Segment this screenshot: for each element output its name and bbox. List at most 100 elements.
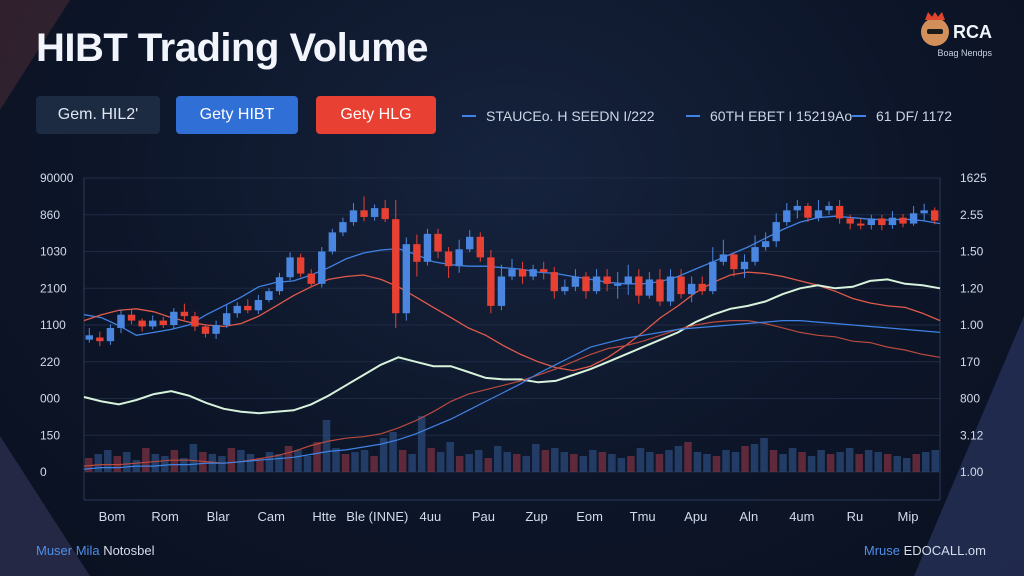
- candle-body: [540, 269, 548, 273]
- page-title: HIBT Trading Volume: [36, 26, 429, 70]
- y-tick-right: 3.12: [960, 428, 984, 442]
- legend-swatch: [686, 115, 700, 117]
- volume-bar: [684, 442, 692, 472]
- gem-button[interactable]: Gem. HIL2': [36, 96, 160, 134]
- candle-body: [613, 283, 622, 286]
- y-tick-left: 2100: [40, 281, 67, 295]
- footer-right: Mruse EDOCALL.om: [864, 543, 986, 558]
- y-tick-left: 860: [40, 208, 60, 222]
- volume-bar: [826, 454, 835, 472]
- brand-mascot-icon: [921, 18, 949, 46]
- candle-body: [413, 244, 421, 262]
- volume-bar: [874, 452, 882, 472]
- volume-bar: [608, 454, 616, 472]
- get-hlg-button[interactable]: Gety HLG: [316, 96, 436, 134]
- candle-body: [508, 269, 516, 277]
- volume-bar: [741, 446, 749, 472]
- candle-body: [265, 291, 273, 301]
- volume-bar: [836, 452, 844, 472]
- corner-decoration-bottom-right: [914, 316, 1024, 576]
- volume-bar: [598, 452, 607, 472]
- volume-bar: [617, 458, 626, 472]
- candle-body: [804, 205, 812, 218]
- candle-body: [814, 210, 823, 218]
- y-tick-right: 1.00: [960, 318, 984, 332]
- corner-decoration-bottom-left: [0, 436, 90, 576]
- trend-line: [83, 320, 941, 470]
- candle-body: [497, 276, 506, 306]
- x-tick-label: 4uu: [420, 509, 442, 524]
- candle-body: [878, 218, 886, 226]
- candle-body: [381, 208, 389, 220]
- candle-body: [444, 251, 453, 267]
- volume-bar: [750, 444, 759, 472]
- volume-bar: [170, 450, 179, 472]
- volume-bar: [798, 452, 806, 472]
- volume-bar: [455, 456, 464, 472]
- candle-body: [106, 327, 115, 342]
- candle-body: [402, 244, 411, 314]
- candle-body: [666, 276, 675, 302]
- volume-bar: [493, 446, 502, 472]
- volume-bar: [817, 450, 825, 472]
- candle-body: [761, 241, 770, 248]
- candle-body: [455, 249, 463, 267]
- candle-body: [170, 311, 178, 325]
- candle-body: [867, 218, 876, 226]
- volume-bar: [674, 446, 683, 472]
- candle-body: [899, 217, 907, 224]
- volume-bar: [893, 456, 901, 472]
- candle-body: [254, 300, 263, 311]
- candle-body: [476, 236, 484, 258]
- candle-body: [751, 247, 759, 262]
- candle-body: [138, 320, 146, 327]
- volume-bar: [693, 452, 702, 472]
- volume-bar: [560, 452, 569, 472]
- x-tick-label: Bom: [99, 509, 126, 524]
- candle-body: [212, 325, 220, 334]
- candle-body: [825, 205, 833, 211]
- y-tick-right: 800: [960, 392, 980, 406]
- volume-bar: [807, 456, 816, 472]
- y-tick-left: 90000: [40, 171, 74, 185]
- candle-body: [793, 205, 802, 211]
- volume-bar: [760, 438, 768, 472]
- volume-bar: [465, 454, 473, 472]
- candle-body: [888, 217, 897, 226]
- legend-label: 60TH EBET I 15219Ao: [710, 108, 853, 124]
- volume-bar: [921, 452, 930, 472]
- candle-body: [466, 236, 474, 250]
- candle-body: [909, 213, 918, 224]
- x-tick-label: Ble (INNE): [346, 509, 408, 524]
- x-tick-label: Htte: [312, 509, 336, 524]
- volume-bar: [142, 448, 150, 472]
- y-tick-right: 1625: [960, 171, 987, 185]
- footer-right-text: EDOCALL.om: [900, 543, 986, 558]
- x-tick-label: Apu: [684, 509, 707, 524]
- candle-body: [339, 222, 347, 233]
- volume-bar: [427, 448, 435, 472]
- volume-bar: [104, 450, 112, 472]
- candle-body: [180, 311, 189, 317]
- x-tick-label: Rom: [151, 509, 178, 524]
- candle-body: [698, 283, 706, 292]
- get-hibt-button[interactable]: Gety HIBT: [176, 96, 298, 134]
- volume-bar: [902, 458, 911, 472]
- x-tick-label: 4um: [789, 509, 814, 524]
- candle-body: [159, 320, 167, 325]
- corner-decoration-top-left: [0, 0, 70, 110]
- candle-body: [518, 269, 527, 277]
- legend-swatch: [852, 115, 866, 117]
- x-tick-label: Cam: [257, 509, 284, 524]
- candle-body: [85, 335, 93, 340]
- volume-bar: [313, 442, 321, 472]
- volume-bar: [912, 454, 920, 472]
- volume-bar: [284, 446, 293, 472]
- y-tick-left: 220: [40, 355, 60, 369]
- volume-bar: [94, 454, 103, 472]
- volume-bar: [931, 450, 939, 472]
- volume-bar: [275, 454, 283, 472]
- volume-bar: [646, 452, 654, 472]
- candle-body: [835, 205, 844, 219]
- brand-name: RCA: [953, 21, 992, 42]
